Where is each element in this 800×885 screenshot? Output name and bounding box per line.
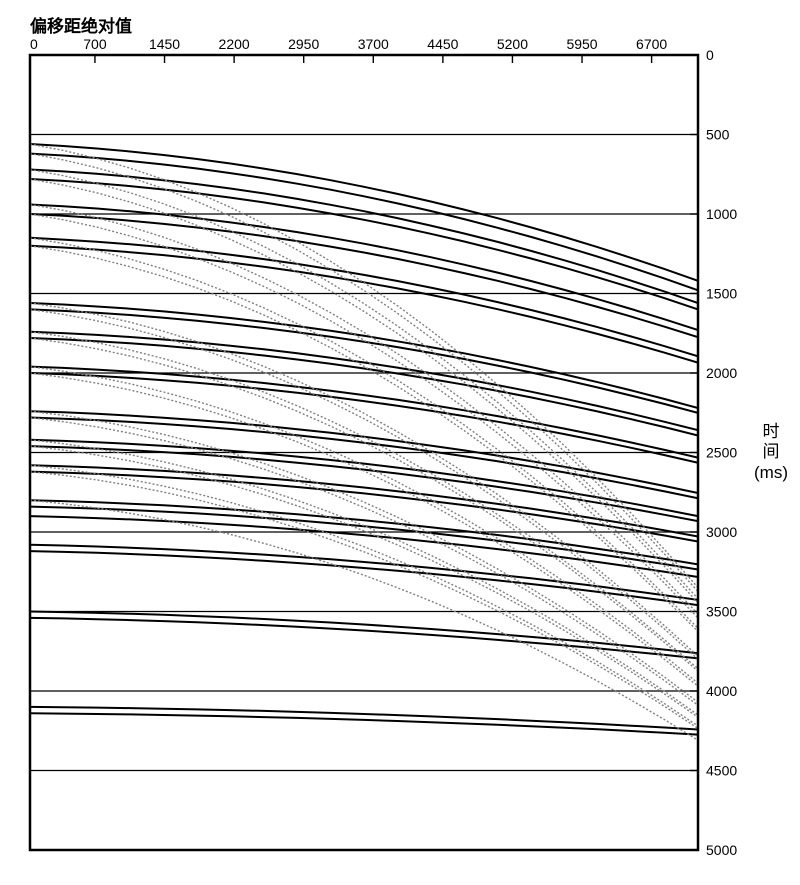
y-tick-label: 2000 xyxy=(706,365,737,381)
x-tick-label: 0 xyxy=(30,36,38,52)
moveout-curve xyxy=(30,246,698,363)
x-tick-label: 6700 xyxy=(636,36,667,52)
y-tick-label: 3500 xyxy=(706,604,737,620)
y-tick-label: 5000 xyxy=(706,842,737,858)
y-tick-label: 1500 xyxy=(706,286,737,302)
x-tick-label: 700 xyxy=(83,36,107,52)
x-tick-label: 5200 xyxy=(497,36,528,52)
seismic-gather-chart: 偏移距绝对值 时 间 (ms) 070014502200295037004450… xyxy=(0,0,800,885)
y-tick-label: 500 xyxy=(706,127,730,143)
x-tick-label: 5950 xyxy=(566,36,597,52)
moveout-curve-overlay xyxy=(30,373,698,686)
y-tick-label: 4500 xyxy=(706,763,737,779)
x-tick-label: 1450 xyxy=(149,36,180,52)
y-tick-label: 2500 xyxy=(706,445,737,461)
y-tick-label: 4000 xyxy=(706,683,737,699)
moveout-curve xyxy=(30,309,698,413)
moveout-curve xyxy=(30,707,698,730)
moveout-curve xyxy=(30,507,698,570)
x-tick-label: 2200 xyxy=(219,36,250,52)
y-tick-label: 1000 xyxy=(706,206,737,222)
plot-svg: 0 700 1450 2200 2950 3700 4450 5200 5950 6700 0 500… xyxy=(0,0,800,885)
y-tick-label: 3000 xyxy=(706,524,737,540)
moveout-curve xyxy=(30,551,698,605)
y-tick-label: 0 xyxy=(706,47,714,63)
moveout-curve-overlay xyxy=(30,246,698,632)
moveout-curve xyxy=(30,144,698,281)
x-tick-label: 4450 xyxy=(427,36,458,52)
x-tick-label: 2950 xyxy=(288,36,319,52)
moveout-curve-overlay xyxy=(30,440,698,715)
moveout-curve xyxy=(30,238,698,356)
moveout-curve-overlay xyxy=(30,179,698,603)
x-tick-label: 3700 xyxy=(358,36,389,52)
